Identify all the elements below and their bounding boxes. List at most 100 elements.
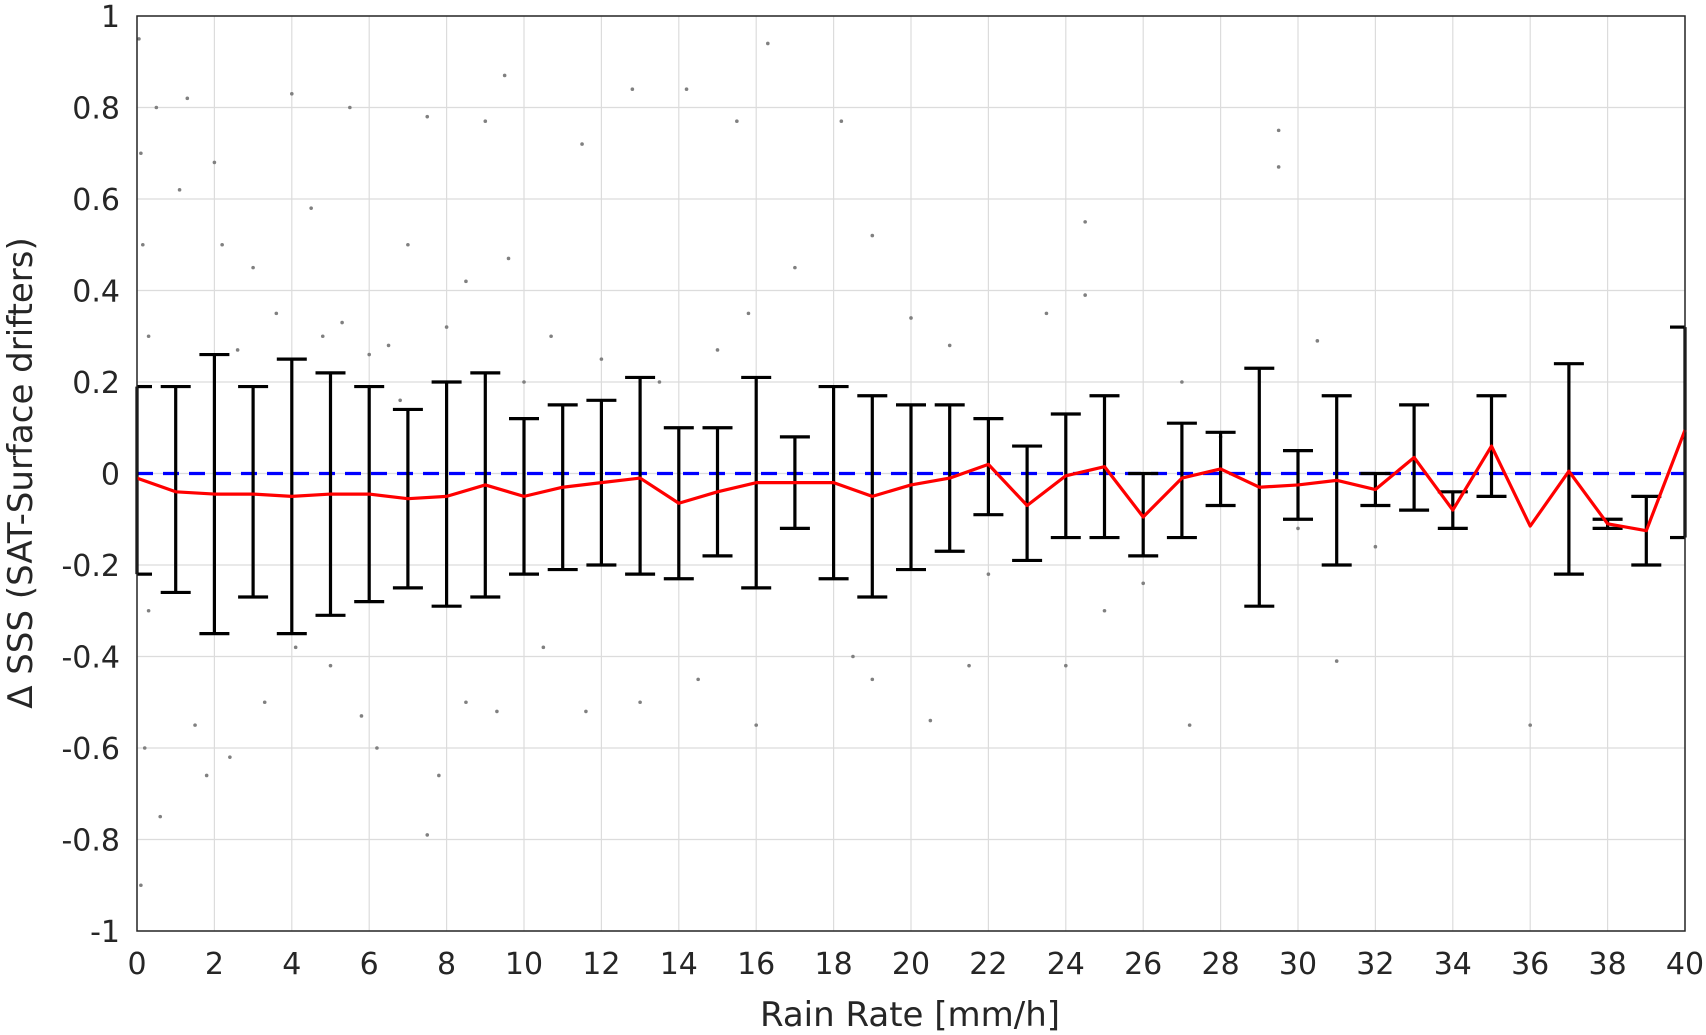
x-tick-label: 0 <box>127 947 146 982</box>
y-tick-labels: -1 -0.8 -0.6 -0.4 -0.2 0 0.2 0.4 0.6 0.8 1 <box>61 0 120 950</box>
scatter-point <box>1276 165 1281 169</box>
error-bar <box>1166 421 1197 540</box>
y-tick-label: -0.8 <box>61 824 120 859</box>
scatter-point <box>220 242 224 247</box>
scatter-point <box>348 105 352 110</box>
scatter-point <box>1373 544 1378 549</box>
scatter-point <box>1064 663 1068 668</box>
scatter-point <box>839 119 844 124</box>
scatter-point <box>154 105 159 110</box>
scatter-point <box>502 73 507 78</box>
scatter-point <box>495 709 499 714</box>
scatter-point <box>549 334 553 339</box>
y-tick-label: -0.6 <box>61 732 120 767</box>
scatter-point <box>375 746 379 750</box>
x-tick-label: 16 <box>737 947 775 982</box>
scatter-point <box>766 41 770 46</box>
y-tick-label: 0.6 <box>72 183 120 218</box>
scatter-point <box>1528 723 1532 727</box>
error-bar <box>160 384 191 595</box>
scatter-point <box>320 334 325 339</box>
x-tick-label: 36 <box>1511 947 1549 982</box>
x-tick-label: 14 <box>660 947 698 982</box>
scatter-point <box>522 380 526 384</box>
x-tick-label: 2 <box>205 947 224 982</box>
scatter-point <box>1102 608 1107 613</box>
scatter-point <box>146 334 151 339</box>
x-tick-label: 28 <box>1202 947 1240 982</box>
plot-frame <box>136 15 1686 932</box>
y-tick-label: -0.2 <box>61 549 120 584</box>
y-tick-label: 0.2 <box>72 366 120 401</box>
mean-line <box>136 429 1687 533</box>
scatter-point <box>139 883 143 888</box>
scatter-point <box>735 119 739 124</box>
x-tick-label: 26 <box>1124 947 1162 982</box>
scatter-point <box>657 380 662 384</box>
x-tick-label: 40 <box>1666 947 1704 982</box>
scatter-point <box>1276 128 1281 133</box>
scatter-point <box>137 37 141 41</box>
scatter-point <box>1141 581 1145 586</box>
scatter-points <box>137 37 1532 888</box>
scatter-point <box>584 709 588 714</box>
scatter-point <box>139 151 143 156</box>
scatter-point <box>851 654 855 659</box>
scatter-point <box>986 572 991 576</box>
scatter-point <box>235 348 240 352</box>
scatter-point <box>293 645 298 650</box>
scatter-point <box>193 723 197 727</box>
y-tick-label: 0.4 <box>72 275 120 310</box>
scatter-point <box>406 242 410 247</box>
x-tick-label: 10 <box>505 947 543 982</box>
scatter-point <box>398 398 402 403</box>
scatter-point <box>142 746 147 750</box>
scatter-point <box>870 677 875 682</box>
scatter-point <box>947 343 952 348</box>
scatter-point <box>684 87 689 91</box>
scatter-point <box>274 311 279 316</box>
y-tick-label: -1 <box>90 915 120 950</box>
scatter-point <box>1296 526 1300 531</box>
scatter-point <box>386 343 391 348</box>
x-tick-label: 30 <box>1279 947 1317 982</box>
scatter-point <box>754 723 758 727</box>
y-axis-title: Δ SSS (SAT-Surface drifters) <box>1 237 41 709</box>
error-bar <box>625 375 656 576</box>
error-bar <box>1553 362 1584 576</box>
scatter-point <box>444 325 449 329</box>
scatter-point <box>251 265 255 270</box>
y-tick-label: 0 <box>101 458 120 493</box>
scatter-point <box>870 233 875 238</box>
scatter-point <box>580 142 584 146</box>
x-tick-label: 6 <box>360 947 379 982</box>
error-bar <box>238 384 269 599</box>
scatter-point <box>262 700 267 705</box>
scatter-point <box>464 279 468 284</box>
scatter-point <box>1083 293 1087 297</box>
mean-line-path <box>136 429 1687 533</box>
scatter-point <box>359 714 364 718</box>
scatter-point <box>185 96 190 101</box>
scatter-point <box>746 311 751 316</box>
scatter-point <box>506 256 511 261</box>
scatter-point <box>437 773 441 778</box>
error-bar <box>896 403 926 572</box>
scatter-point <box>158 814 163 819</box>
scatter-point <box>309 206 313 210</box>
x-tick-label: 32 <box>1356 947 1394 982</box>
scatter-point <box>340 320 344 325</box>
error-bar <box>431 380 462 608</box>
scatter-point <box>928 718 933 723</box>
scatter-point <box>1083 220 1087 224</box>
x-tick-label: 4 <box>282 947 301 982</box>
scatter-point <box>483 119 488 124</box>
scatter-point <box>1180 380 1184 384</box>
scatter-point <box>1334 659 1339 663</box>
scatter-point <box>464 700 468 705</box>
x-tick-label: 24 <box>1047 947 1085 982</box>
scatter-point <box>793 265 797 270</box>
scatter-point <box>328 663 333 668</box>
x-tick-label: 34 <box>1434 947 1472 982</box>
scatter-point <box>638 700 642 705</box>
